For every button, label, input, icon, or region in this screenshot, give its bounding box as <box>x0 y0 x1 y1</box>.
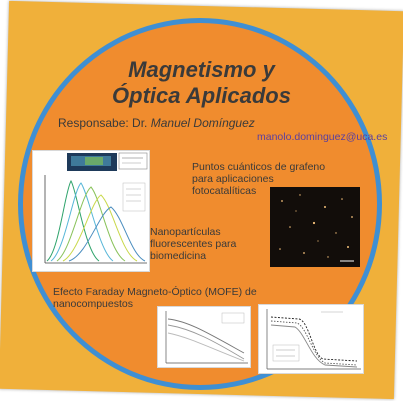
microscopy-graphic <box>279 194 354 262</box>
hysteresis-loop-graphic <box>266 309 361 370</box>
fluorescence-spectra-plot <box>32 150 150 272</box>
responsible-name: Manuel Domínguez <box>150 116 255 130</box>
nanoparticles-line: Nanopartículas <box>150 226 221 238</box>
nanoparticles-line: fluorescentes para <box>150 238 237 250</box>
quantum-dots-text: Puntos cuánticos de grafeno para aplicac… <box>192 161 325 197</box>
fluorescence-spectra-graphic <box>44 152 148 264</box>
quantum-dots-line: para aplicaciones <box>192 173 274 185</box>
nanoparticles-line: biomedicina <box>150 250 207 262</box>
faraday-text: Efecto Faraday Magneto-Óptico (MOFE) de … <box>53 286 257 310</box>
responsible-line: Responsabe: Dr. Manuel Domínguez <box>58 116 255 130</box>
hysteresis-loop-plot <box>258 304 364 374</box>
poster-title-line1: Magnetismo y <box>128 57 275 82</box>
email-link[interactable]: manolo.dominguez@uca.es <box>257 131 388 143</box>
responsible-label: Responsabe: Dr. <box>58 116 151 130</box>
microscopy-image <box>270 187 360 267</box>
nanoparticles-text: Nanopartículas fluorescentes para biomed… <box>150 226 236 262</box>
faraday-curves-plot <box>157 306 251 368</box>
faraday-line: Efecto Faraday Magneto-Óptico (MOFE) de <box>53 286 257 298</box>
faraday-curves-graphic <box>165 311 248 364</box>
quantum-dots-line: fotocatalíticas <box>192 185 257 197</box>
faraday-line: nanocompuestos <box>53 298 133 310</box>
poster-title-line2: Óptica Aplicados <box>112 83 291 108</box>
quantum-dots-line: Puntos cuánticos de grafeno <box>192 161 326 173</box>
